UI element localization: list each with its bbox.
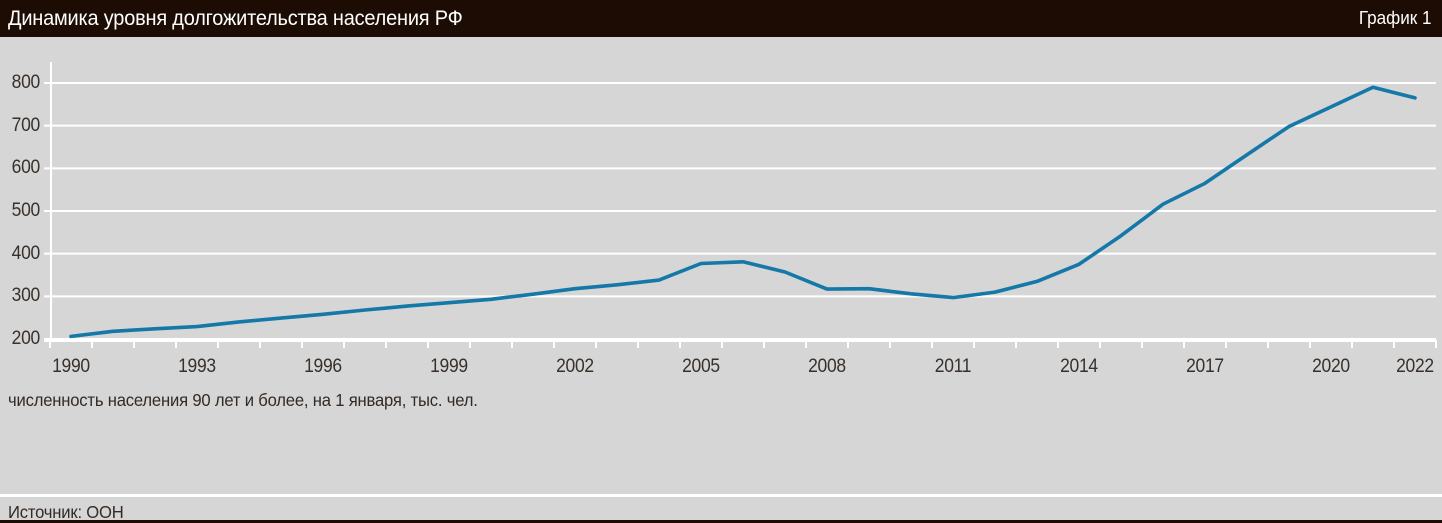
header-bar: Динамика уровня долгожительства населени… — [0, 0, 1442, 37]
footer-divider — [0, 494, 1442, 497]
x-axis-tick-label: 2002 — [556, 356, 594, 377]
x-axis-tick-label: 1996 — [304, 356, 342, 377]
data-series-line — [69, 85, 1417, 339]
chart-caption: численность населения 90 лет и более, на… — [8, 390, 478, 410]
bottom-border — [0, 520, 1442, 523]
chart-number-tag: График 1 — [1359, 8, 1432, 28]
y-axis-tick-label: 500 — [11, 200, 41, 221]
x-axis-tick-label: 2011 — [934, 356, 972, 377]
y-axis-tick-label: 600 — [11, 157, 41, 179]
y-axis-tick-label: 800 — [11, 72, 41, 93]
x-axis-tick-label: 1999 — [430, 356, 468, 377]
x-axis-tick-label: 1993 — [178, 356, 216, 377]
y-axis-tick-label: 400 — [11, 242, 41, 264]
y-axis-tick-label: 700 — [11, 114, 41, 136]
x-axis-tick-label: 1990 — [52, 356, 90, 377]
x-axis-tick-label: 2014 — [1060, 356, 1098, 377]
x-axis-tick-label: 2020 — [1312, 356, 1350, 377]
source-note: Источник: ООН — [8, 502, 124, 522]
y-axis-tick-label: 300 — [11, 285, 41, 307]
x-axis-tick-label: 2008 — [808, 356, 846, 377]
y-axis-tick-label: 200 — [11, 328, 41, 349]
x-axis-tick-label: 2022 — [1396, 356, 1434, 377]
chart-area: численность населения 90 лет и более, на… — [0, 37, 1442, 523]
x-axis-tick-label: 2017 — [1186, 356, 1224, 377]
line-chart-plot — [44, 62, 1437, 348]
x-axis-tick-label: 2005 — [682, 356, 720, 377]
page-title: Динамика уровня долгожительства населени… — [8, 6, 463, 30]
